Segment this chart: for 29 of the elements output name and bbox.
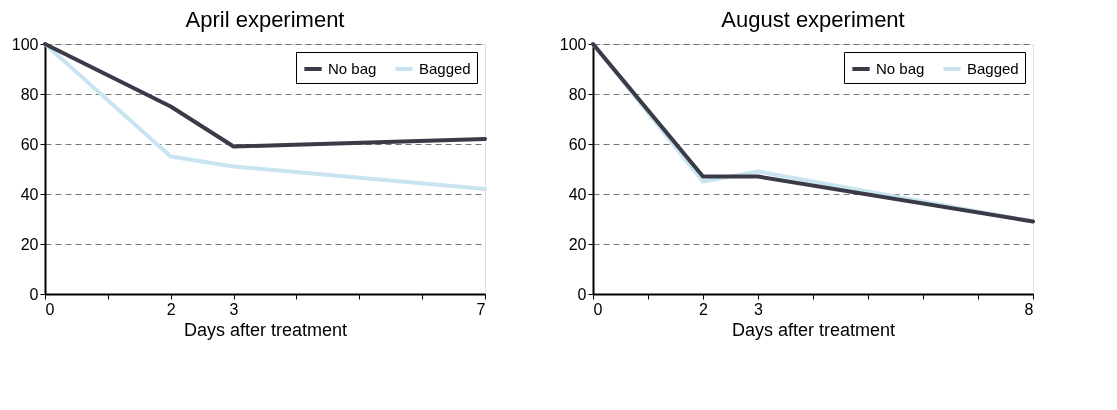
x-tick-label: 3 [229, 300, 239, 318]
x-tick-label: 2 [699, 300, 709, 318]
x-tick-label: 8 [1024, 300, 1034, 318]
line-series [43, 42, 487, 149]
y-tick-label: 40 [568, 185, 587, 203]
chart-title: April experiment [185, 7, 345, 32]
y-tick-label: 80 [568, 85, 587, 103]
y-tick-label: 0 [29, 285, 39, 303]
legend-label: Bagged [419, 60, 471, 77]
x-tick-label: 0 [45, 300, 55, 318]
x-tick-label: 0 [593, 300, 603, 318]
legend-label: No bag [328, 60, 377, 77]
y-tick-label: 80 [20, 85, 39, 103]
y-tick-label: 100 [559, 35, 587, 53]
x-axis-title: Days after treatment [731, 319, 896, 340]
y-tick-label: 60 [568, 135, 587, 153]
x-axis-title: Days after treatment [183, 319, 348, 340]
x-tick-label: 2 [166, 300, 176, 318]
legend-label: Bagged [967, 60, 1019, 77]
legend-label: No bag [876, 60, 925, 77]
y-tick-label: 100 [11, 35, 39, 53]
y-tick-label: 20 [20, 235, 39, 253]
y-tick-label: 20 [568, 235, 587, 253]
x-tick-label: 7 [476, 300, 486, 318]
y-tick-label: 40 [20, 185, 39, 203]
y-tick-label: 60 [20, 135, 39, 153]
y-tick-label: 0 [577, 285, 587, 303]
chart-title: August experiment [721, 7, 905, 32]
x-tick-label: 3 [754, 300, 764, 318]
